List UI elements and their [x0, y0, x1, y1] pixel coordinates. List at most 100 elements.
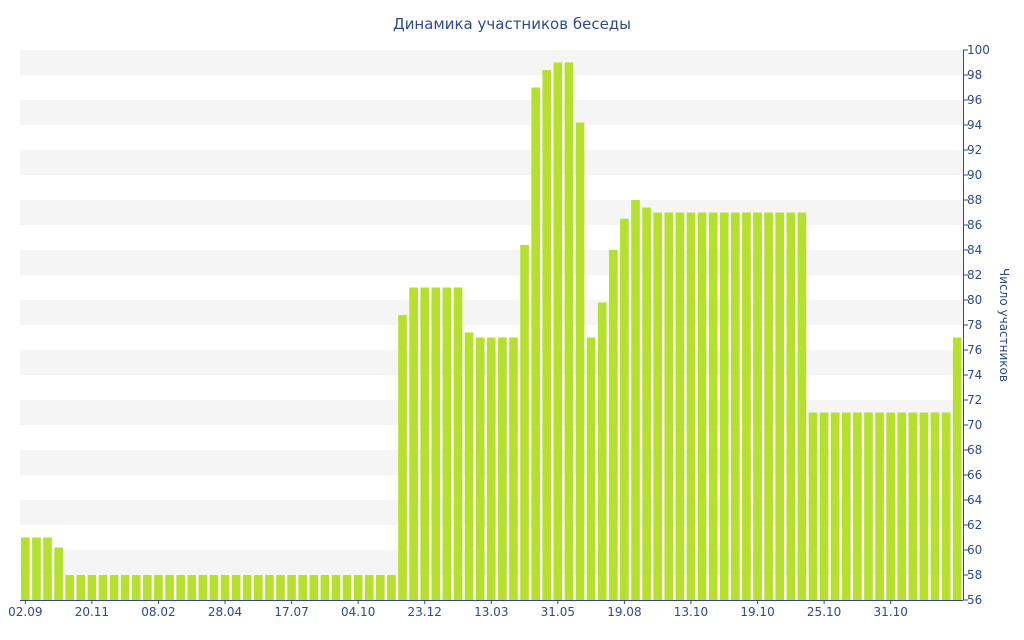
bar[interactable]	[342, 575, 352, 600]
bar[interactable]	[120, 575, 130, 600]
bar[interactable]	[575, 122, 585, 601]
bar[interactable]	[664, 212, 674, 601]
bar[interactable]	[353, 575, 363, 600]
bar[interactable]	[287, 575, 296, 600]
bar[interactable]	[742, 212, 751, 601]
bar[interactable]	[43, 537, 52, 601]
bar[interactable]	[187, 575, 197, 600]
bar[interactable]	[864, 412, 873, 601]
bar[interactable]	[143, 575, 152, 600]
bar[interactable]	[165, 575, 174, 600]
bar[interactable]	[298, 575, 307, 600]
bar[interactable]	[886, 412, 895, 601]
grid-band	[20, 100, 963, 125]
bar[interactable]	[542, 70, 552, 600]
bar[interactable]	[154, 575, 163, 600]
bar[interactable]	[919, 412, 929, 601]
bar[interactable]	[54, 547, 63, 601]
bar[interactable]	[331, 575, 341, 600]
bar[interactable]	[897, 412, 907, 601]
bar[interactable]	[176, 575, 185, 600]
bar[interactable]	[875, 412, 884, 601]
bar[interactable]	[509, 337, 518, 601]
bar[interactable]	[642, 207, 651, 601]
bar[interactable]	[597, 302, 607, 601]
bar[interactable]	[309, 575, 319, 600]
bar[interactable]	[819, 412, 829, 601]
bar[interactable]	[564, 62, 574, 601]
bar[interactable]	[486, 337, 496, 601]
bar[interactable]	[808, 412, 818, 601]
bar[interactable]	[364, 575, 374, 600]
bar[interactable]	[21, 537, 30, 601]
grid-band	[20, 250, 963, 275]
bar[interactable]	[764, 212, 773, 601]
bar[interactable]	[475, 337, 485, 601]
bar[interactable]	[708, 212, 718, 601]
bar[interactable]	[220, 575, 230, 600]
bar[interactable]	[209, 575, 219, 600]
x-tick-label: 23.12	[408, 605, 442, 619]
x-tick-label: 17.07	[274, 605, 308, 619]
bar[interactable]	[420, 287, 430, 601]
bar[interactable]	[675, 212, 685, 601]
x-tick-label: 20.11	[75, 605, 109, 619]
bar[interactable]	[797, 212, 807, 601]
bar[interactable]	[98, 575, 108, 600]
bar[interactable]	[198, 575, 208, 600]
y-tick-label: 88	[967, 193, 982, 207]
bar[interactable]	[941, 412, 951, 601]
bar[interactable]	[320, 575, 330, 600]
bar[interactable]	[531, 87, 540, 601]
x-tick-label: 13.03	[474, 605, 508, 619]
bar[interactable]	[753, 212, 762, 601]
bar[interactable]	[453, 287, 463, 601]
bar[interactable]	[431, 287, 441, 601]
bar[interactable]	[697, 212, 707, 601]
bar[interactable]	[498, 337, 507, 601]
bar[interactable]	[131, 575, 141, 600]
bar[interactable]	[76, 575, 86, 600]
bar[interactable]	[786, 212, 796, 601]
bar[interactable]	[398, 315, 407, 600]
bar[interactable]	[109, 575, 119, 600]
bar[interactable]	[853, 412, 862, 601]
bar[interactable]	[620, 218, 629, 600]
y-tick-label: 80	[967, 293, 982, 307]
grid-band	[20, 50, 963, 75]
bar[interactable]	[65, 575, 75, 600]
bar[interactable]	[830, 412, 840, 601]
bar[interactable]	[32, 537, 41, 601]
bar[interactable]	[686, 212, 696, 601]
bar[interactable]	[387, 575, 396, 600]
bar[interactable]	[409, 287, 418, 601]
bar[interactable]	[253, 575, 263, 600]
bar[interactable]	[841, 412, 851, 601]
bar[interactable]	[242, 575, 252, 600]
bar[interactable]	[464, 332, 474, 601]
bar[interactable]	[608, 250, 618, 600]
bar[interactable]	[265, 575, 274, 600]
bar[interactable]	[952, 337, 962, 601]
grid-band	[20, 200, 963, 225]
bar[interactable]	[376, 575, 385, 600]
bar[interactable]	[775, 212, 785, 601]
bar[interactable]	[930, 412, 940, 601]
bar[interactable]	[631, 200, 640, 600]
x-tick-label: 31.05	[541, 605, 575, 619]
bar[interactable]	[442, 287, 452, 601]
bar[interactable]	[586, 337, 596, 601]
y-tick-label: 96	[967, 93, 982, 107]
bar[interactable]	[719, 212, 729, 601]
bar[interactable]	[276, 575, 285, 600]
bar[interactable]	[87, 575, 97, 600]
bar[interactable]	[731, 212, 740, 601]
y-tick-label: 90	[967, 168, 982, 182]
bar[interactable]	[553, 62, 563, 601]
bar[interactable]	[653, 212, 663, 601]
bar[interactable]	[231, 575, 241, 600]
y-tick-label: 92	[967, 143, 982, 157]
bar[interactable]	[908, 412, 918, 601]
bar[interactable]	[520, 245, 529, 600]
